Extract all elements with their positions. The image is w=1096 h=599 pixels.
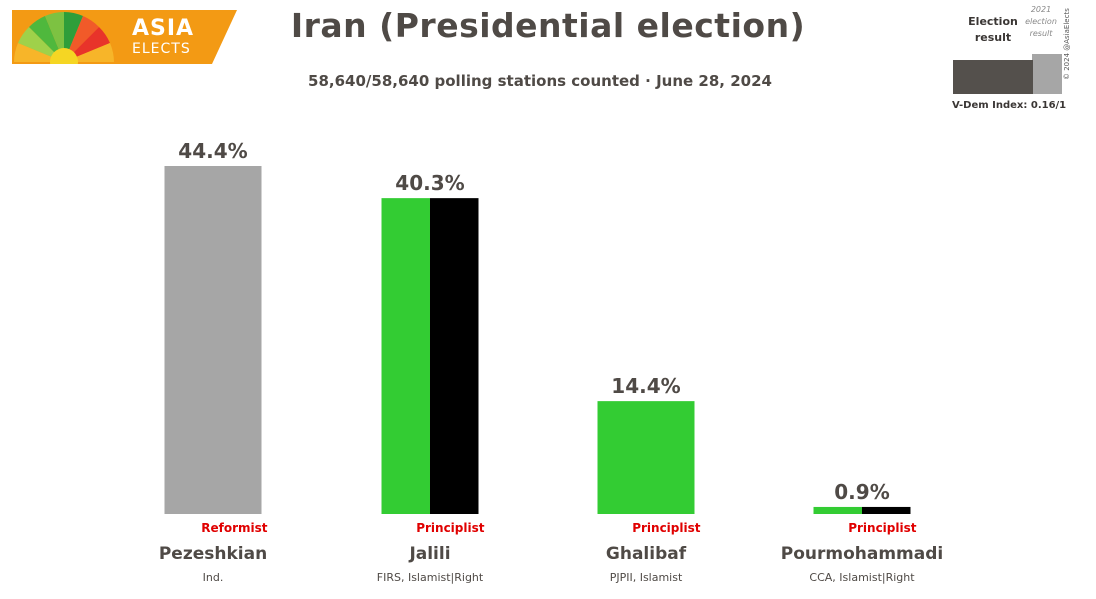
bar-pezeshkian — [164, 166, 262, 514]
legend-previous-line1: 2021 — [1030, 5, 1052, 14]
value-label-jalili: 40.3% — [395, 171, 464, 195]
category-label-ghalibaf: Ghalibaf — [606, 544, 687, 564]
bar-jalili-seg1 — [381, 198, 430, 514]
legend-previous-line2: election — [1025, 17, 1057, 26]
logo-text-elects: ELECTS — [132, 41, 191, 57]
legend-current-label: Election result — [968, 14, 1018, 46]
party-label-pourmohammadi: CCA, Islamist|Right — [809, 571, 915, 584]
chart-subtitle: 58,640/58,640 polling stations counted ·… — [308, 72, 772, 90]
value-label-pezeshkian: 44.4% — [178, 139, 247, 163]
category-label-pourmohammadi: Pourmohammadi — [781, 544, 944, 564]
legend-current-bar — [953, 60, 1033, 94]
party-label-pezeshkian: Ind. — [203, 571, 224, 584]
legend: Election result 2021 election result V-D… — [948, 5, 1093, 118]
vdem-index: V-Dem Index: 0.16/1 — [952, 100, 1067, 111]
legend-previous-bar — [1032, 54, 1062, 94]
value-label-ghalibaf: 14.4% — [611, 374, 680, 398]
category-label-pezeshkian: Pezeshkian — [159, 544, 267, 564]
legend-previous-label: 2021 election result — [1016, 4, 1066, 40]
legend-current-line1: Election — [968, 15, 1018, 28]
party-label-jalili: FIRS, Islamist|Right — [377, 571, 484, 584]
affiliation-label-pourmohammadi: Principlist — [848, 521, 917, 535]
logo-graphic — [12, 10, 237, 64]
value-label-pourmohammadi: 0.9% — [834, 480, 889, 504]
affiliation-label-ghalibaf: Principlist — [632, 521, 701, 535]
affiliation-label-pezeshkian: Reformist — [201, 521, 268, 535]
bar-pourmohammadi-seg2 — [862, 506, 911, 514]
affiliation-label-jalili: Principlist — [416, 521, 485, 535]
bar-ghalibaf — [597, 401, 695, 514]
bar-jalili-seg2 — [430, 198, 479, 514]
legend-current-line2: result — [974, 31, 1012, 44]
logo-text-asia: ASIA — [132, 16, 195, 41]
chart-title: Iran (Presidential election) — [290, 6, 806, 45]
legend-previous-line3: result — [1029, 29, 1053, 38]
asia-elects-logo: ASIA ELECTS — [12, 10, 240, 64]
category-label-jalili: Jalili — [408, 544, 450, 564]
bar-pourmohammadi-seg1 — [813, 506, 862, 514]
party-label-ghalibaf: PJPII, Islamist — [610, 571, 683, 584]
